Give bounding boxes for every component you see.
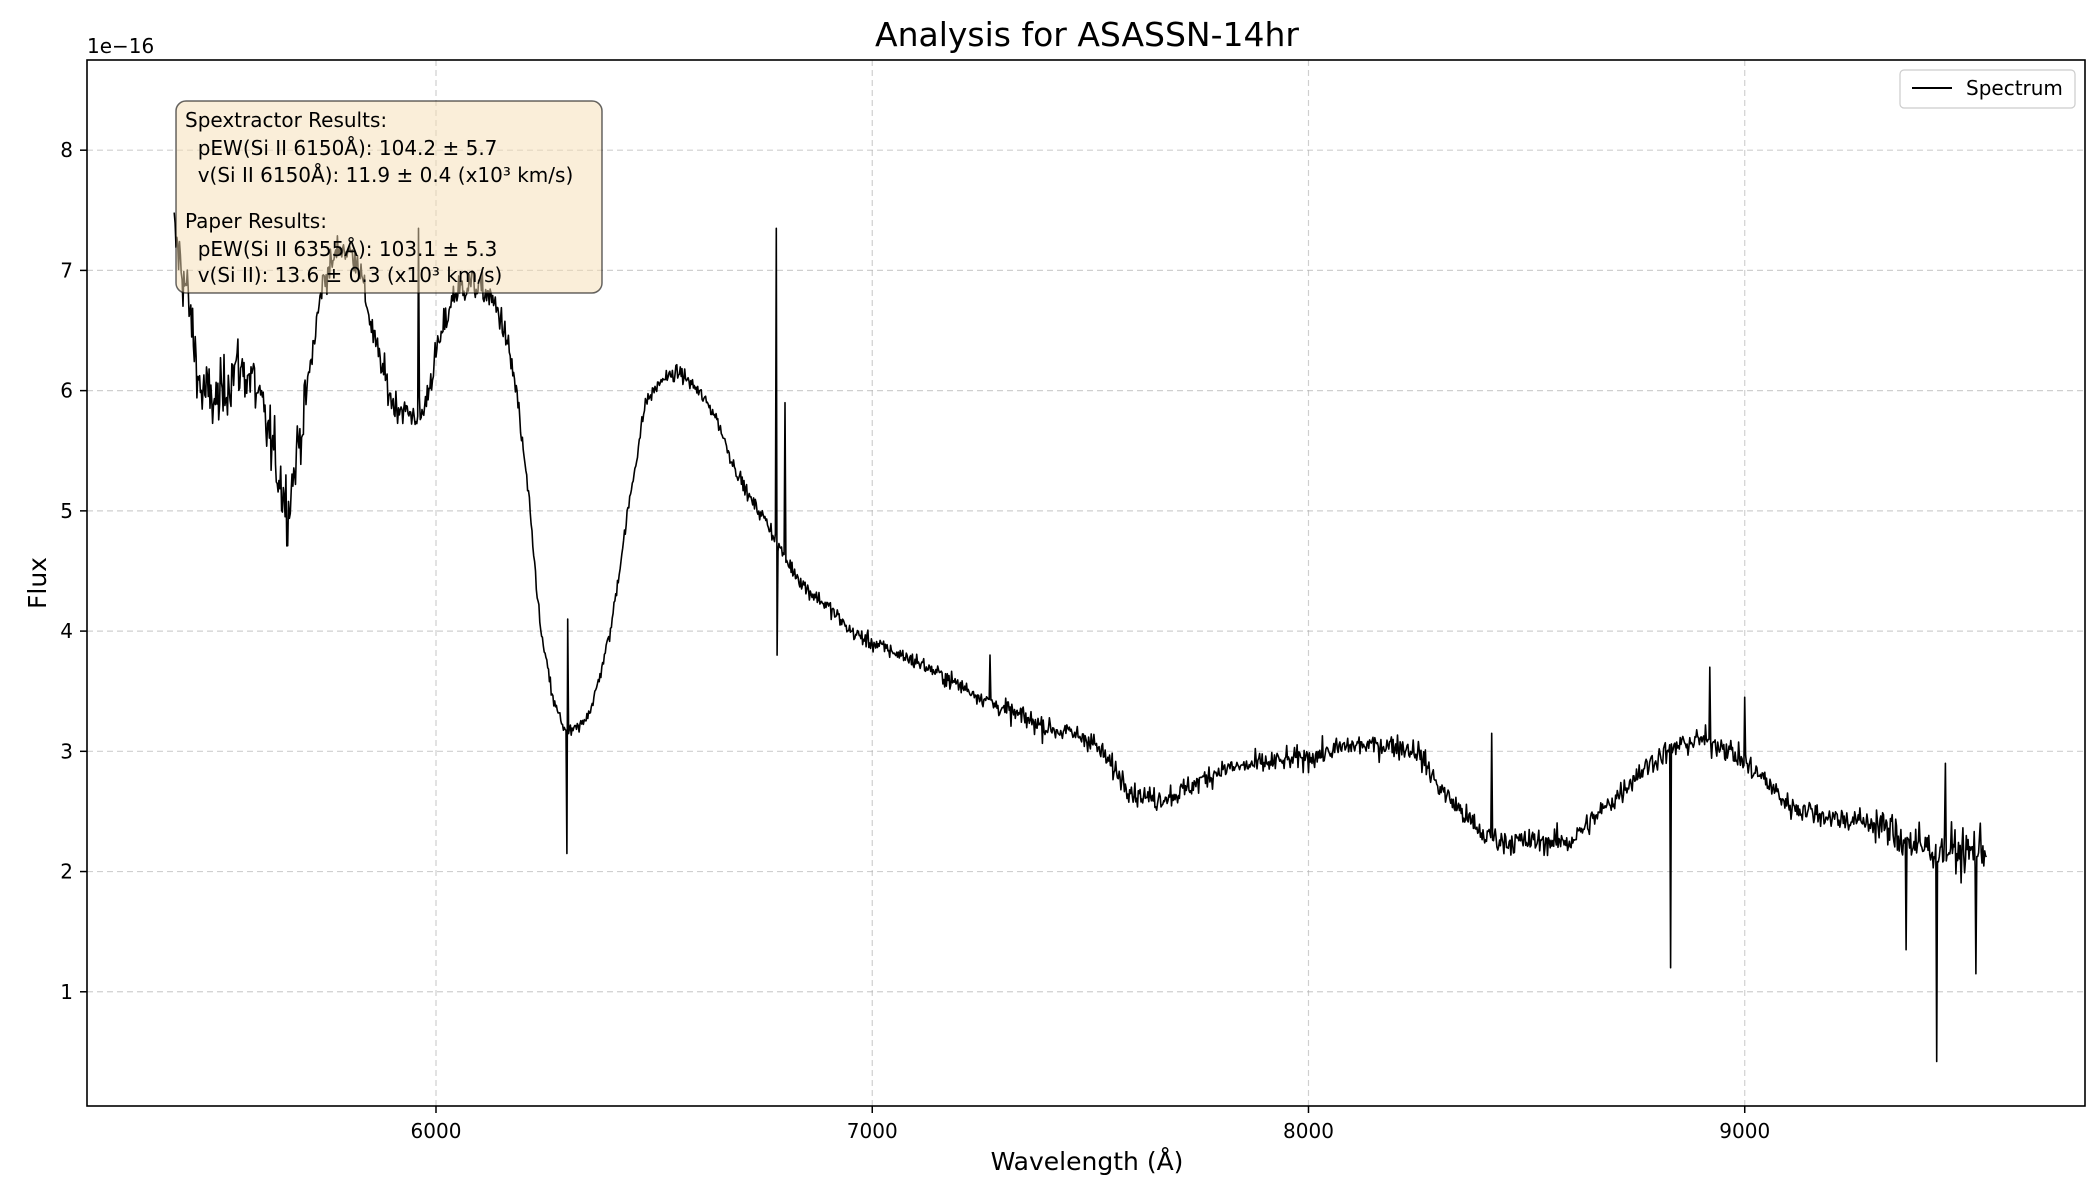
annotation-line-7: v(Si II): 13.6 ± 0.3 (x10³ km/s) xyxy=(185,263,502,287)
annotation-line-3: v(Si II 6150Å): 11.9 ± 0.4 (x10³ km/s) xyxy=(185,163,573,187)
legend-label-spectrum: Spectrum xyxy=(1966,76,2063,100)
annotation-box: Spextractor Results: pEW(Si II 6150Å): 1… xyxy=(175,100,603,294)
x-tick-label: 8000 xyxy=(1283,1119,1334,1143)
y-tick-label: 2 xyxy=(60,860,73,884)
y-tick-label: 8 xyxy=(60,138,73,162)
annotation-line-1: Spextractor Results: xyxy=(185,108,387,132)
x-tick-label: 7000 xyxy=(847,1119,898,1143)
annotation-line-6: pEW(Si II 6355Å): 103.1 ± 5.3 xyxy=(185,237,497,261)
y-tick-label: 7 xyxy=(60,258,73,282)
x-tick-label: 6000 xyxy=(411,1119,462,1143)
legend: Spectrum xyxy=(1899,69,2076,109)
y-axis-label: Flux xyxy=(23,557,52,609)
legend-box xyxy=(1899,69,2076,109)
x-ticks: 6000 7000 8000 9000 xyxy=(411,1106,1770,1143)
annotation-line-2: pEW(Si II 6150Å): 104.2 ± 5.7 xyxy=(185,136,497,160)
x-axis-label: Wavelength (Å) xyxy=(991,1147,1184,1176)
y-tick-label: 1 xyxy=(60,980,73,1004)
y-tick-label: 6 xyxy=(60,379,73,403)
y-tick-label: 5 xyxy=(60,499,73,523)
x-tick-label: 9000 xyxy=(1719,1119,1770,1143)
y-tick-label: 3 xyxy=(60,739,73,763)
data-layer xyxy=(173,212,1988,1063)
annotation-background xyxy=(175,100,603,294)
annotation-line-5: Paper Results: xyxy=(185,209,327,233)
y-offset-text: 1e−16 xyxy=(87,34,154,58)
y-tick-label: 4 xyxy=(60,619,73,643)
plot-frame xyxy=(86,59,2086,1107)
spectrum-line xyxy=(173,212,1988,1063)
y-ticks: 1 2 3 4 5 6 7 8 xyxy=(60,138,87,1004)
chart-title: Analysis for ASASSN-14hr xyxy=(875,15,1299,54)
